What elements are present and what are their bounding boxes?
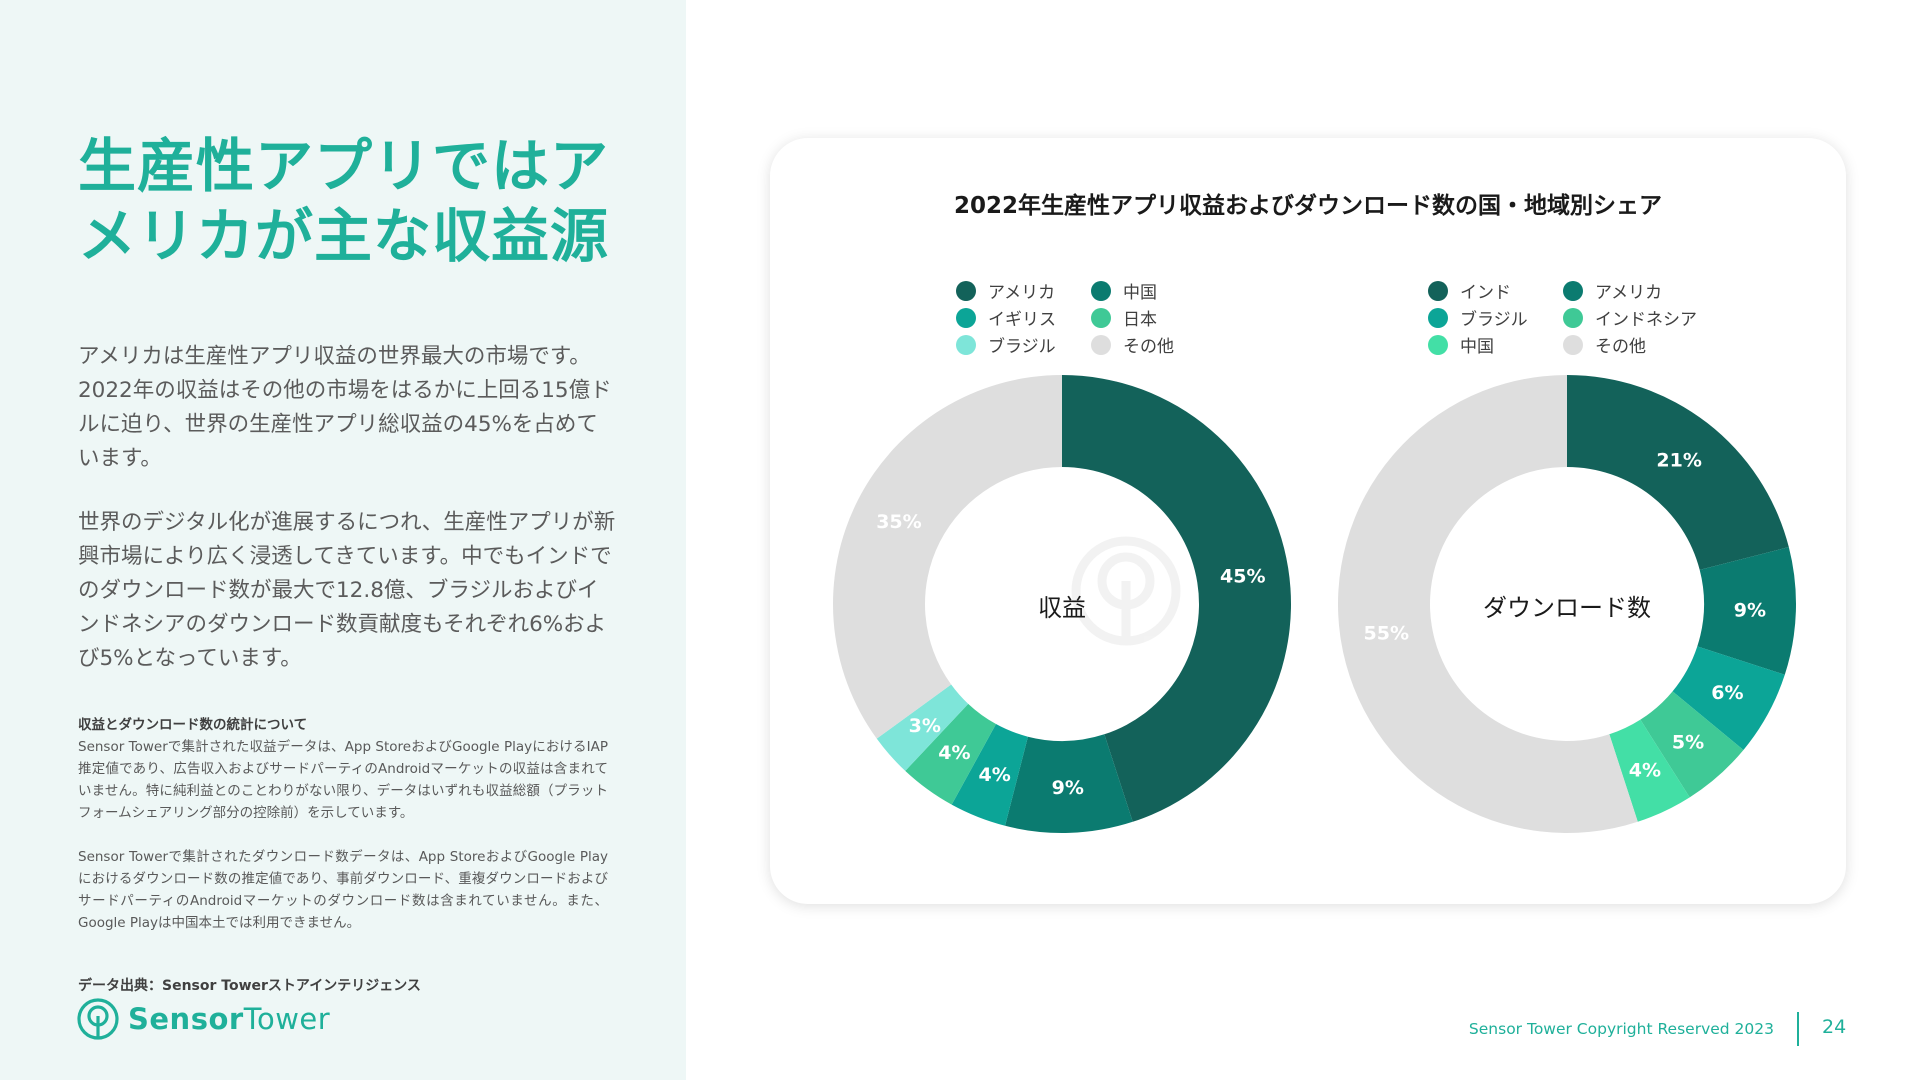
donut-0-slice-4[interactable] — [876, 684, 969, 771]
legend-0-item-0: アメリカ — [956, 278, 1055, 303]
legend-0-item-4: ブラジル — [956, 332, 1056, 357]
legend-swatch — [1428, 334, 1448, 355]
legend-label: ブラジル — [988, 337, 1056, 357]
donut-0-slice-1-label: 9% — [1052, 777, 1084, 799]
legend-swatch — [1428, 307, 1448, 328]
legend-label: アメリカ — [1595, 283, 1663, 303]
legend-label: イギリス — [988, 310, 1056, 330]
legend-label: アメリカ — [988, 283, 1056, 303]
legend-1-item-2: ブラジル — [1428, 305, 1528, 330]
logo-wordmark-bold: Sensor — [128, 1002, 244, 1036]
donut-1-slice-2[interactable] — [1672, 646, 1785, 750]
legend-swatch — [1091, 307, 1111, 328]
donut-0-slice-2-label: 4% — [979, 764, 1011, 786]
donut-0-slice-0[interactable] — [1062, 375, 1291, 822]
legend-label: その他 — [1595, 337, 1646, 357]
donut-1-slice-2-label: 6% — [1711, 682, 1743, 704]
donut-1-slice-3-label: 5% — [1672, 731, 1704, 753]
legend-swatch — [956, 280, 976, 301]
chart-title: 2022年生産性アプリ収益およびダウンロード数の国・地域別シェア — [953, 193, 1662, 219]
legend-swatch — [1563, 334, 1583, 355]
legend-1-item-0: インド — [1428, 278, 1511, 303]
chart-card: 2022年生産性アプリ収益およびダウンロード数の国・地域別シェア 45% 9% 4%… — [770, 138, 1846, 904]
downloads-center-label: ダウンロード数 — [1483, 594, 1651, 622]
donut-1-slice-1-label: 9% — [1734, 600, 1766, 622]
data-source: データ出典：Sensor Towerストアインテリジェンス — [78, 978, 421, 994]
footer-divider — [1797, 1012, 1799, 1046]
legend-swatch — [1091, 280, 1111, 301]
left-panel: 生産性アプリではアメリカが主な収益源 アメリカは生産性アプリ収益の世界最大の市場… — [0, 0, 686, 1080]
revenue-note: Sensor Towerで集計された収益データは、App StoreおよびGoo… — [78, 739, 608, 821]
legend-label: 中国 — [1460, 337, 1494, 357]
legend-swatch — [1428, 280, 1448, 301]
donut-0-slice-3-label: 4% — [938, 742, 970, 764]
donut-0-slice-4-label: 3% — [909, 715, 941, 737]
body-paragraph-1: アメリカは生産性アプリ収益の世界最大の市場です。2022年の収益はその他の市場を… — [78, 344, 612, 471]
donut-charts: 45% 9% 4% 4% 3% 35% 21% 9% 6% 5% 4% 55% — [832, 375, 1796, 833]
legend-1-item-3: インドネシア — [1563, 305, 1697, 330]
donut-1-slice-5-label: 55% — [1364, 623, 1409, 645]
legend-1-item-4: 中国 — [1428, 332, 1494, 357]
legend-label: その他 — [1123, 337, 1174, 357]
legend-swatch — [956, 307, 976, 328]
sensor-tower-logo: SensorTower — [76, 996, 330, 1042]
legend-1-item-1: アメリカ — [1563, 278, 1662, 303]
donut-1-slice-0[interactable] — [1567, 375, 1789, 570]
legend-0-item-5: その他 — [1091, 332, 1174, 357]
revenue-center-label: 収益 — [1038, 594, 1086, 622]
donut-1-slice-4[interactable] — [1609, 719, 1690, 822]
download-note: Sensor Towerで集計されたダウンロード数データは、App Storeお… — [78, 849, 608, 931]
sensor-tower-logo-icon — [77, 998, 119, 1040]
stats-heading: 収益とダウンロード数の統計について — [78, 717, 308, 733]
donut-1-slice-3[interactable] — [1640, 691, 1744, 798]
donut-0-slice-2[interactable] — [951, 724, 1028, 826]
legend-label: ブラジル — [1460, 310, 1528, 330]
legend-label: 中国 — [1123, 283, 1157, 303]
watermark — [1071, 536, 1181, 646]
legend-swatch — [956, 334, 976, 355]
legend-0-item-3: 日本 — [1091, 305, 1157, 330]
legend-0-item-1: 中国 — [1091, 278, 1157, 303]
legend-swatch — [1563, 280, 1583, 301]
logo-wordmark-light: Tower — [243, 1002, 331, 1036]
donut-0-slice-5-label: 35% — [876, 511, 921, 533]
donut-1-slice-0-label: 21% — [1656, 449, 1701, 471]
legend-1-item-5: その他 — [1563, 332, 1646, 357]
legend-label: インド — [1460, 283, 1511, 303]
page-number: 24 — [1822, 1016, 1847, 1038]
donut-0-slice-5[interactable] — [832, 375, 1062, 739]
donut-1-slice-4-label: 4% — [1629, 760, 1661, 782]
donut-1-slice-5[interactable] — [1338, 375, 1638, 833]
legend-swatch — [1091, 334, 1111, 355]
legend-0-item-2: イギリス — [956, 305, 1056, 330]
legend-label: インドネシア — [1595, 310, 1697, 330]
logo-wordmark: SensorTower — [128, 1002, 330, 1036]
stats-notes: 収益とダウンロード数の統計について Sensor Towerで集計された収益デー… — [78, 714, 608, 956]
footer-copyright: Sensor Tower Copyright Reserved 2023 — [1468, 1020, 1774, 1038]
legend-swatch — [1563, 307, 1583, 328]
body-paragraph-2: 世界のデジタル化が進展するにつれ、生産性アプリが新興市場により広く浸透してきてい… — [78, 510, 616, 671]
donut-0-slice-0-label: 45% — [1220, 565, 1265, 587]
donut-0-slice-1[interactable] — [1005, 734, 1133, 833]
donut-1-slice-1[interactable] — [1697, 547, 1796, 675]
headline: 生産性アプリではアメリカが主な収益源 — [78, 132, 610, 270]
legend-label: 日本 — [1123, 310, 1157, 330]
donut-0-slice-3[interactable] — [905, 703, 996, 805]
